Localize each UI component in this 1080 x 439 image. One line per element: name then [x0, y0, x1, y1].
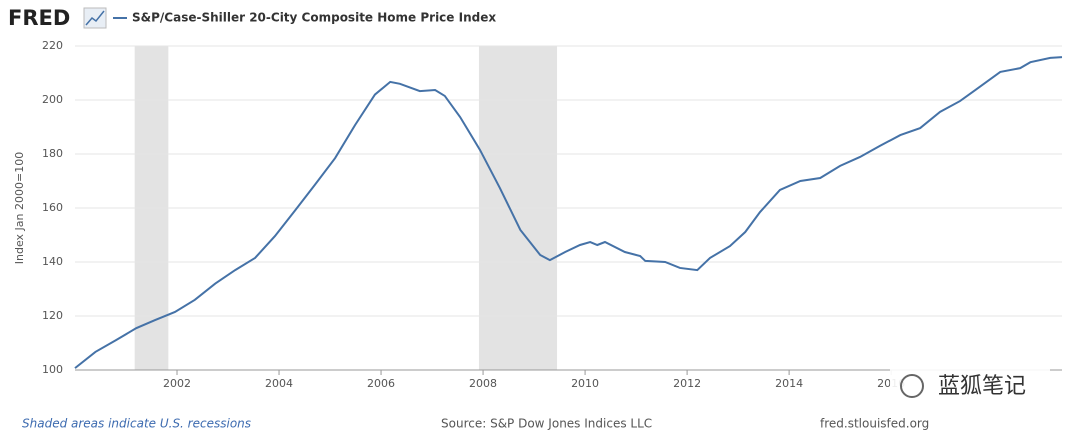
x-tick-label: 2014	[775, 377, 803, 390]
logo: FRED	[8, 6, 70, 30]
footer-site[interactable]: fred.stlouisfed.org	[820, 417, 929, 431]
x-tick-label: 2004	[265, 377, 293, 390]
y-tick-label: 140	[42, 255, 63, 268]
footer-source: Source: S&P Dow Jones Indices LLC	[441, 417, 652, 431]
series-line	[74, 56, 1063, 369]
watermark-text: 蓝狐笔记	[938, 374, 1026, 399]
x-tick-label: 2008	[469, 377, 497, 390]
legend-label: S&P/Case-Shiller 20-City Composite Home …	[132, 11, 496, 25]
x-tick-label: 2010	[571, 377, 599, 390]
y-tick-label: 160	[42, 201, 63, 214]
y-tick-label: 200	[42, 93, 63, 106]
y-tick-label: 120	[42, 309, 63, 322]
watermark: 蓝狐笔记	[890, 368, 1050, 404]
footer-note[interactable]: Shaded areas indicate U.S. recessions	[22, 417, 251, 431]
y-tick-label: 180	[42, 147, 63, 160]
y-axis-label: Index Jan 2000=100	[13, 152, 26, 264]
x-tick-label: 2012	[673, 377, 701, 390]
x-tick-label: 2006	[367, 377, 395, 390]
plot-area: 100 120 140 160 180 200 220 2002 2004 2006 2008 201…	[42, 39, 1063, 390]
y-tick-label: 100	[42, 363, 63, 376]
y-tick-label: 220	[42, 39, 63, 52]
x-tick-label: 2002	[163, 377, 191, 390]
logo-icon	[83, 7, 107, 29]
